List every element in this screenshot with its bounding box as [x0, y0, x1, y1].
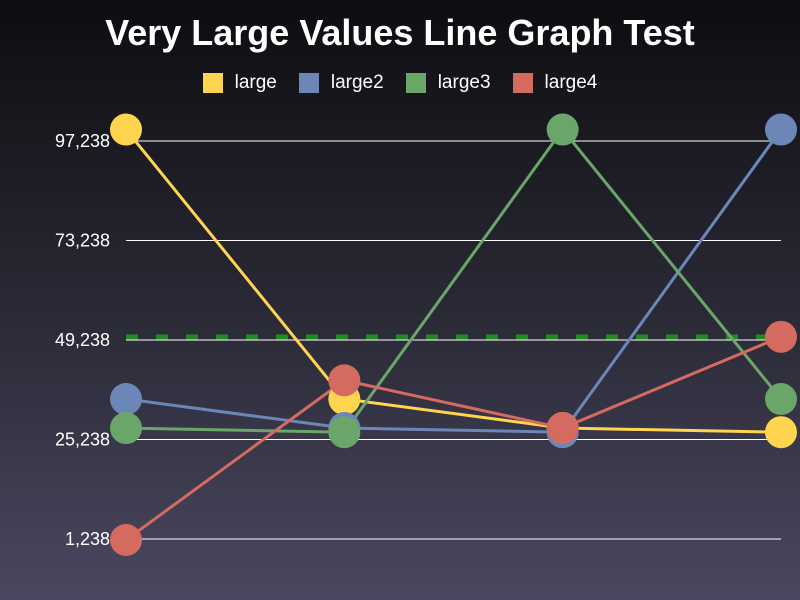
points-layer — [110, 113, 797, 556]
y-tick-label-4: 97,238 — [55, 131, 110, 151]
data-point-large4-0[interactable] — [110, 523, 142, 556]
legend-label-large3: large3 — [437, 72, 491, 93]
legend: large large2 large3 large4 — [0, 72, 800, 94]
legend-label-large: large — [234, 72, 277, 93]
series-line-large2 — [125, 128, 783, 434]
lines-layer — [124, 127, 783, 542]
legend-swatch-large3 — [405, 73, 426, 93]
y-tick-label-3: 73,238 — [55, 231, 110, 251]
data-point-large-0[interactable] — [110, 113, 142, 146]
legend-label-large4: large4 — [544, 72, 598, 93]
legend-item-large3: large3 — [405, 72, 491, 94]
chart-title: Very Large Values Line Graph Test — [105, 12, 695, 53]
y-tick-label-0: 1,238 — [65, 529, 110, 549]
data-point-large4-2[interactable] — [546, 412, 579, 445]
data-point-large2-0[interactable] — [110, 383, 142, 416]
series-line-large — [124, 128, 782, 434]
data-point-large4-3[interactable] — [765, 320, 797, 353]
data-point-large4-1[interactable] — [328, 364, 361, 397]
data-point-large2-3[interactable] — [765, 113, 797, 146]
data-point-large3-0[interactable] — [110, 412, 142, 445]
series-line-large3 — [125, 127, 783, 434]
legend-swatch-large2 — [298, 73, 319, 93]
series-line-large4 — [125, 335, 782, 542]
legend-item-large: large — [202, 72, 277, 94]
legend-item-large4: large4 — [512, 72, 598, 94]
data-point-large3-1[interactable] — [328, 416, 361, 449]
data-point-large-3[interactable] — [765, 416, 797, 449]
y-tick-label-1: 25,238 — [55, 430, 110, 450]
legend-label-large2: large2 — [330, 72, 384, 93]
legend-item-large2: large2 — [298, 72, 384, 94]
data-point-large3-2[interactable] — [546, 113, 579, 146]
grid-layer: 1,238 25,238 49,238 73,238 97,238 — [55, 131, 781, 549]
legend-swatch-large — [202, 73, 223, 93]
y-tick-label-2: 49,238 — [55, 330, 110, 350]
data-point-large3-3[interactable] — [765, 383, 797, 416]
legend-swatch-large4 — [512, 73, 533, 93]
